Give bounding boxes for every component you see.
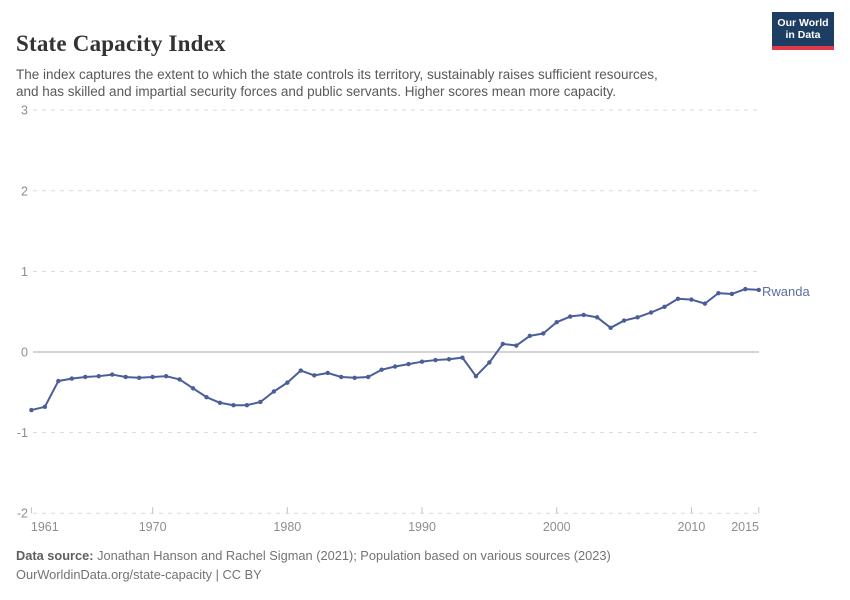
data-point <box>446 357 452 362</box>
data-source-text: Jonathan Hanson and Rachel Sigman (2021)… <box>97 548 611 563</box>
data-point <box>231 403 236 408</box>
data-point <box>729 291 735 297</box>
data-point <box>177 377 182 382</box>
data-point <box>83 374 88 380</box>
data-point <box>29 407 34 413</box>
data-point <box>689 297 694 302</box>
data-point <box>581 312 586 318</box>
page-title: State Capacity Index <box>16 31 226 57</box>
data-point <box>136 375 142 380</box>
data-source-label: Data source: <box>16 548 94 563</box>
data-point <box>635 315 640 320</box>
y-axis-tick-label: 0 <box>21 346 28 360</box>
data-point <box>554 319 559 325</box>
data-point <box>675 296 681 301</box>
y-axis-tick-label: 2 <box>21 184 28 198</box>
data-point <box>352 375 357 380</box>
data-point <box>608 325 613 331</box>
data-point <box>716 290 721 296</box>
data-point <box>594 315 600 320</box>
y-axis-tick-label: 1 <box>21 265 28 279</box>
chart-subtitle: The index captures the extent to which t… <box>16 66 658 100</box>
data-point <box>702 301 708 306</box>
series-label-rwanda[interactable]: Rwanda <box>762 284 810 299</box>
data-point <box>258 399 263 405</box>
data-point <box>392 364 398 369</box>
data-point <box>271 389 277 394</box>
data-point <box>56 378 61 384</box>
data-point <box>312 373 317 378</box>
data-point <box>621 318 627 323</box>
owid-link[interactable]: OurWorldinData.org/state-capacity <box>16 567 213 582</box>
y-axis-tick-label: 3 <box>21 104 28 118</box>
data-point <box>419 359 425 364</box>
data-point <box>379 367 384 372</box>
data-point <box>163 373 169 379</box>
y-axis-tick-label: -1 <box>17 426 28 440</box>
data-point <box>123 374 128 380</box>
data-point <box>514 343 519 348</box>
subtitle-line-2: and has skilled and impartial security f… <box>16 83 617 99</box>
data-point <box>69 376 75 381</box>
data-point <box>339 374 344 380</box>
x-axis-tick-label: 1990 <box>408 520 436 534</box>
data-point <box>190 386 196 391</box>
x-axis-tick-label: 1961 <box>31 520 59 534</box>
data-point <box>743 286 748 292</box>
x-axis-tick-label: 1970 <box>139 520 167 534</box>
data-point <box>406 361 411 367</box>
subtitle-line-1: The index captures the extent to which t… <box>16 66 658 82</box>
data-point <box>96 373 101 379</box>
data-point <box>500 341 506 347</box>
data-point <box>285 380 290 385</box>
data-point <box>756 287 761 293</box>
data-point <box>541 331 546 336</box>
data-point <box>217 400 223 405</box>
data-line-rwanda <box>30 288 760 412</box>
data-point <box>365 374 371 380</box>
data-point <box>42 404 48 410</box>
data-point <box>473 373 479 379</box>
chart-footer: Data source: Jonathan Hanson and Rachel … <box>16 546 611 584</box>
logo-line-1: Our World <box>777 17 829 29</box>
footer-source-line: Data source: Jonathan Hanson and Rachel … <box>16 546 611 565</box>
data-point <box>150 374 155 380</box>
data-point <box>568 314 573 319</box>
data-point <box>648 310 654 315</box>
data-point <box>433 357 438 363</box>
data-point <box>487 360 492 365</box>
x-axis-tick-label: 2015 <box>731 520 759 534</box>
footer-separator: | <box>215 567 219 582</box>
data-point <box>244 403 250 408</box>
data-point <box>325 370 330 376</box>
x-axis-tick-label: 1980 <box>273 520 301 534</box>
logo-line-2: in Data <box>785 29 821 41</box>
license-text: CC BY <box>222 567 262 582</box>
x-axis-tick-label: 2000 <box>543 520 571 534</box>
data-point <box>298 368 303 373</box>
owid-logo: Our World in Data <box>772 12 834 50</box>
data-point <box>527 333 532 339</box>
x-axis-tick-label: 2010 <box>678 520 706 534</box>
data-point <box>460 355 465 360</box>
y-axis-tick-label: -2 <box>17 507 28 521</box>
footer-link-line: OurWorldinData.org/state-capacity | CC B… <box>16 565 611 584</box>
data-point <box>662 304 667 310</box>
data-point <box>204 394 209 400</box>
data-point <box>110 372 115 377</box>
